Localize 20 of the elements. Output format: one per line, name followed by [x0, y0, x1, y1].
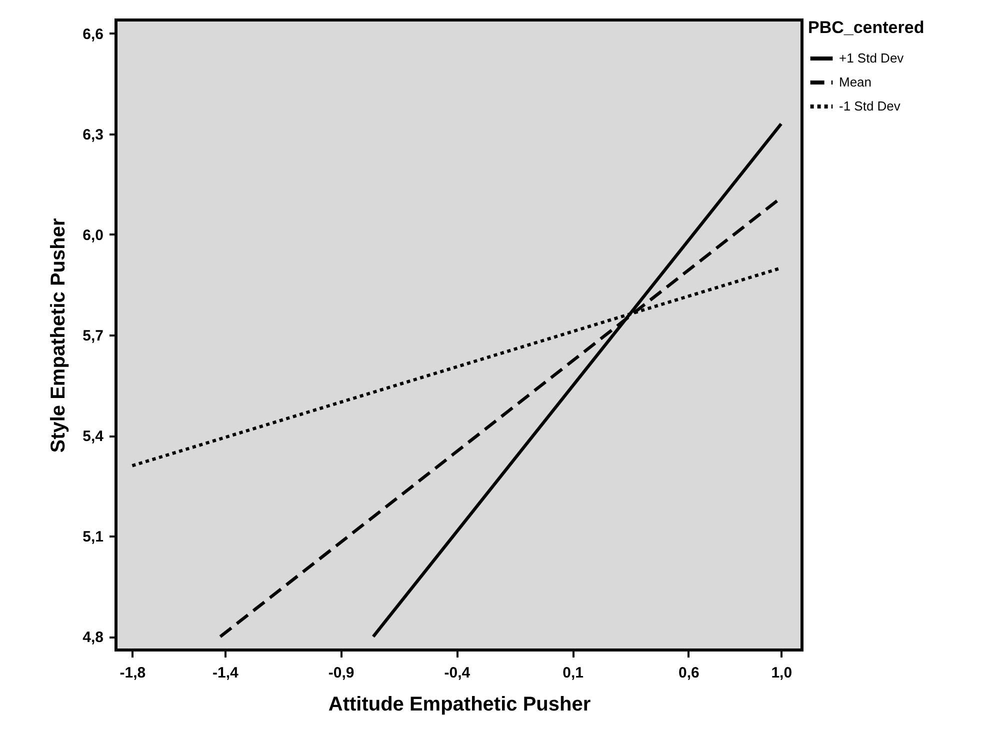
x-tick-label: 0,6	[678, 664, 700, 682]
y-tick-label: 4,8	[82, 629, 104, 646]
x-tick-label: -1,8	[120, 664, 146, 682]
x-tick-label: -0,4	[444, 664, 471, 682]
y-tick-label: 6,0	[82, 226, 104, 244]
x-tick-label: 0,1	[562, 664, 584, 682]
y-tick-label: 6,3	[82, 126, 104, 144]
x-tick-label: -0,9	[328, 664, 354, 682]
y-axis-title: Style Empathetic Pusher	[48, 218, 70, 453]
y-tick-label: 5,4	[82, 428, 104, 446]
legend-label: Mean	[839, 74, 872, 90]
x-axis-title: Attitude Empathetic Pusher	[328, 694, 591, 716]
legend-label: -1 Std Dev	[839, 98, 901, 114]
x-tick-label: -1,4	[212, 664, 239, 682]
legend-title: PBC_centered	[808, 18, 924, 37]
y-tick-label: 6,6	[82, 26, 104, 43]
x-tick-label: 1,0	[771, 664, 792, 682]
legend-label: +1 Std Dev	[839, 50, 904, 66]
y-tick-label: 5,1	[82, 528, 104, 546]
y-tick-label: 5,7	[82, 328, 104, 344]
